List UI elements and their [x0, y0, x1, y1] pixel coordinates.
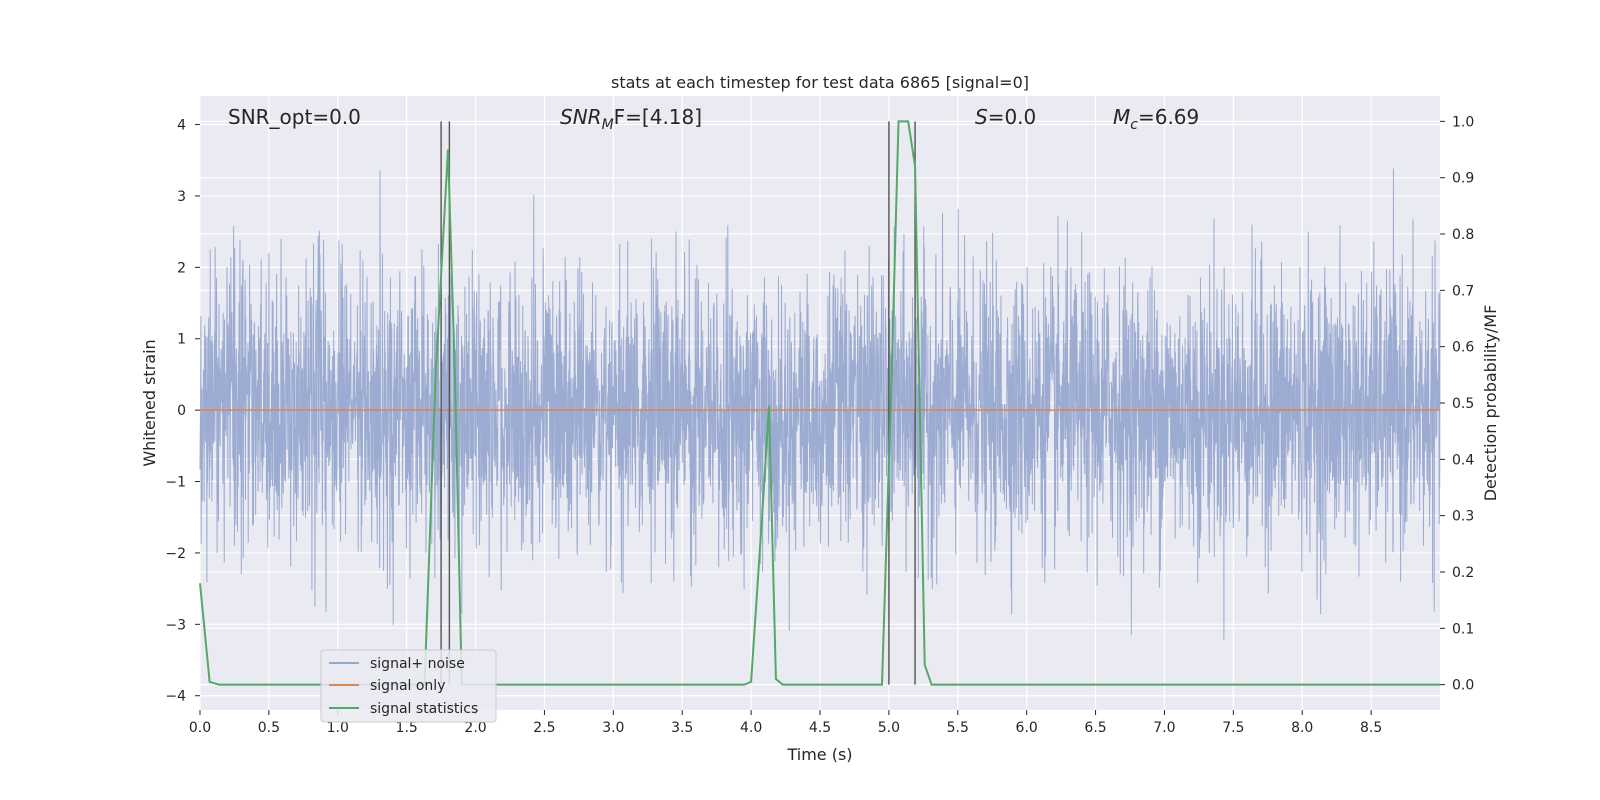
- x-tick-label: 6.0: [1016, 720, 1038, 736]
- vertical-markers: [440, 121, 916, 685]
- legend-box: [320, 649, 497, 723]
- x-tick-label: 4.0: [740, 720, 762, 736]
- y-axis-label: Whitened strain: [140, 339, 159, 466]
- legend-label-signal-plus-noise: signal+ noise: [370, 656, 465, 672]
- y-tick-label: −2: [165, 546, 186, 562]
- y2-axis-label: Detection probability/MF: [1481, 305, 1500, 502]
- y2-tick-label: 0.4: [1452, 452, 1474, 468]
- y-tick-label: 1: [177, 332, 186, 348]
- y-tick-label: 4: [177, 118, 186, 134]
- annotation-s-value: S=0.0: [975, 105, 1036, 129]
- annotation-s-main: S: [975, 105, 988, 129]
- y2-tick-label: 0.9: [1452, 171, 1474, 187]
- y2-tick-label: 0.7: [1452, 283, 1474, 299]
- axis-ticks: 0.0 0.5 1.0 1.5 2.0 2.5 3.0 3.5 4.0 4.5 5.0 5.5 6.0 6…: [165, 114, 1474, 736]
- y-tick-label: 0: [177, 403, 186, 419]
- annotation-snr-mf: SNRMF=[4.18]: [560, 105, 702, 133]
- y2-tick-label: 0.2: [1452, 565, 1474, 581]
- annotation-snr-opt: SNR_opt=0.0: [228, 105, 361, 129]
- y-tick-label: 3: [177, 189, 186, 205]
- y2-tick-label: 0.3: [1452, 509, 1474, 525]
- x-tick-label: 2.5: [533, 720, 555, 736]
- x-tick-label: 7.0: [1153, 720, 1175, 736]
- y2-tick-label: 0.6: [1452, 340, 1474, 356]
- x-tick-label: 7.5: [1222, 720, 1244, 736]
- x-tick-label: 3.0: [602, 720, 624, 736]
- y2-tick-label: 0.8: [1452, 227, 1474, 243]
- legend-label-signal-only: signal only: [370, 678, 445, 694]
- series-signal-plus-noise: [199, 168, 1441, 640]
- legend-label-signal-statistics: signal statistics: [370, 701, 478, 717]
- x-tick-label: 5.0: [878, 720, 900, 736]
- x-tick-label: 3.5: [671, 720, 693, 736]
- y2-tick-label: 0.1: [1452, 621, 1474, 637]
- annotation-mc-rest: =6.69: [1138, 105, 1199, 129]
- y2-tick-label: 1.0: [1452, 114, 1474, 130]
- x-tick-label: 8.5: [1360, 720, 1382, 736]
- x-tick-label: 0.5: [258, 720, 280, 736]
- x-tick-label: 4.5: [809, 720, 831, 736]
- annotation-mc-main: M: [1113, 105, 1130, 129]
- y-tick-label: −4: [165, 689, 186, 705]
- x-tick-label: 8.0: [1291, 720, 1313, 736]
- y-tick-label: −3: [165, 617, 186, 633]
- x-tick-label: 5.5: [947, 720, 969, 736]
- x-tick-label: 1.5: [396, 720, 418, 736]
- y2-tick-label: 0.0: [1452, 678, 1474, 694]
- y-tick-label: 2: [177, 260, 186, 276]
- annotation-snr-mf-sub: M: [602, 117, 614, 133]
- annotation-mc-value: Mc=6.69: [1113, 105, 1199, 133]
- x-tick-label: 2.0: [464, 720, 486, 736]
- annotation-snr-mf-rest: F=[4.18]: [614, 105, 702, 129]
- chart-title: stats at each timestep for test data 686…: [611, 73, 1029, 92]
- annotation-mc-sub: c: [1130, 117, 1138, 133]
- x-tick-label: 0.0: [189, 720, 211, 736]
- y2-tick-label: 0.5: [1452, 396, 1474, 412]
- noise-trace: [199, 168, 1441, 640]
- x-tick-label: 1.0: [327, 720, 349, 736]
- x-axis-label: Time (s): [786, 745, 852, 764]
- x-tick-label: 6.5: [1084, 720, 1106, 736]
- annotation-snr-mf-main: SNR: [560, 105, 602, 129]
- y-tick-label: −1: [165, 475, 186, 491]
- annotation-s-rest: =0.0: [988, 105, 1037, 129]
- legend: signal+ noise signal only signal statist…: [320, 649, 497, 723]
